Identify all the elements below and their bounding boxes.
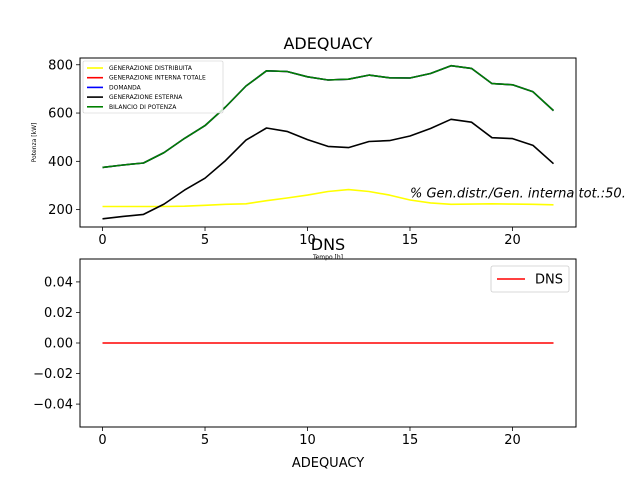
y-axis: −0.04 −0.02 0.00 0.02 0.04 (33, 275, 80, 413)
y-axis-label: Potenza [kW] (31, 123, 38, 163)
legend-entry: GENERAZIONE ESTERNA (109, 94, 183, 101)
x-axis: 0 5 10 15 20 (98, 227, 521, 248)
y-tick-label: 0.02 (44, 306, 73, 321)
y-axis: 200 400 600 800 (48, 58, 80, 218)
legend-box (82, 60, 224, 114)
x-tick-label: 15 (402, 233, 419, 248)
series-line-3 (102, 118, 555, 220)
y-tick-label: −0.02 (33, 367, 73, 382)
chart-title: DNS (311, 235, 345, 254)
chart-title: ADEQUACY (283, 34, 372, 53)
y-tick-label: 600 (48, 107, 73, 122)
legend: GENERAZIONE DISTRIBUITA GENERAZIONE INTER… (82, 60, 224, 114)
x-tick-label: 5 (201, 233, 209, 248)
legend-entry: DNS (535, 273, 563, 288)
x-tick-label: 20 (504, 433, 521, 448)
x-tick-label: 20 (504, 233, 521, 248)
y-tick-label: 800 (48, 58, 73, 73)
y-tick-label: 0.00 (44, 337, 73, 352)
x-axis: 0 5 10 15 20 (98, 427, 521, 448)
legend: DNS (490, 265, 570, 293)
x-tick-label: 0 (98, 433, 106, 448)
x-axis-label: Tempo [h] (312, 254, 343, 261)
adequacy-chart: ADEQUACY 0 5 10 15 20 200 400 600 800 Potenza [… (31, 34, 626, 261)
x-tick-label: 0 (98, 233, 106, 248)
x-tick-label: 10 (299, 433, 316, 448)
y-tick-label: 400 (48, 155, 73, 170)
series-lines (102, 64, 555, 220)
series-line-4 (102, 64, 555, 169)
legend-entry: GENERAZIONE INTERNA TOTALE (109, 75, 206, 82)
series-line-0 (102, 188, 554, 208)
dns-chart: DNS 0 5 10 15 20 −0.04 −0.02 0.00 0.02 0.04 ADEQ… (33, 235, 577, 471)
plot-frame (79, 57, 577, 228)
legend-box (490, 265, 570, 293)
x-tick-label: 5 (201, 433, 209, 448)
legend-entry: GENERAZIONE DISTRIBUITA (109, 65, 193, 72)
y-tick-label: 200 (48, 203, 73, 218)
y-tick-label: −0.04 (33, 398, 73, 413)
x-axis-label: ADEQUACY (292, 456, 364, 471)
annotation: % Gen.distr./Gen. interna tot.:50. (410, 187, 626, 202)
y-tick-label: 0.04 (44, 275, 73, 290)
legend-entry: DOMANDA (109, 84, 142, 91)
legend-entry: BILANCIO DI POTENZA (109, 104, 177, 111)
x-tick-label: 10 (299, 233, 316, 248)
x-tick-label: 15 (402, 433, 419, 448)
